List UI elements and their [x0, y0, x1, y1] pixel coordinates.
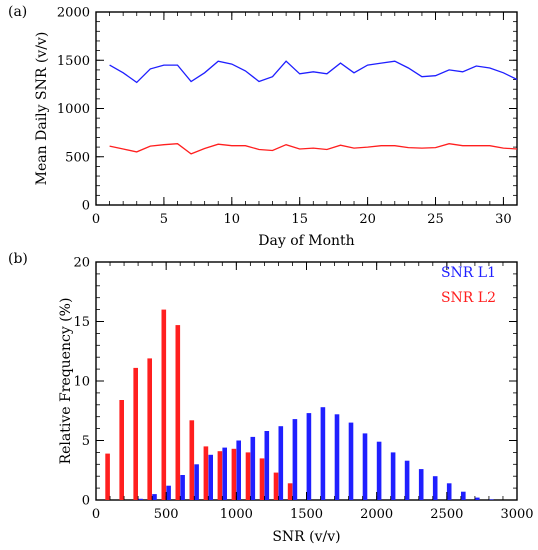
x-tick-label: 25	[427, 212, 444, 227]
bar-snr-l2	[259, 458, 265, 500]
bar-snr-l2	[287, 483, 293, 500]
x-tick-label: 3000	[500, 507, 533, 522]
x-tick-label: 1500	[290, 507, 323, 522]
panel-b-label: (b)	[8, 251, 28, 267]
bar-snr-l1	[334, 414, 340, 500]
plot-frame-a	[95, 11, 518, 206]
y-tick-label: 1000	[57, 102, 90, 117]
bar-snr-l2	[105, 453, 110, 500]
x-tick-label: 30	[495, 212, 512, 227]
bar-snr-l1	[306, 413, 312, 500]
panel-a-label: (a)	[8, 4, 27, 20]
x-axis-label-a: Day of Month	[258, 233, 354, 249]
bar-snr-l1	[194, 464, 199, 500]
bar-snr-l1	[475, 497, 480, 500]
y-tick-label: 20	[73, 256, 90, 271]
bar-snr-l1	[489, 499, 494, 500]
bar-snr-l1	[404, 460, 410, 500]
bar-snr-l1	[222, 447, 227, 500]
x-axis-label-b: SNR (v/v)	[272, 529, 340, 545]
bar-snr-l2	[119, 400, 124, 500]
bar-snr-l1	[236, 440, 241, 500]
bar-snr-l1	[446, 483, 452, 500]
bar-snr-l2	[147, 358, 152, 500]
y-tick-label: 5	[82, 434, 90, 449]
bar-snr-l1	[208, 454, 213, 500]
y-tick-label: 2000	[57, 6, 90, 21]
bar-snr-l1	[138, 498, 143, 500]
bar-snr-l1	[152, 494, 157, 500]
bar-snr-l2	[203, 446, 209, 500]
legend-snr-l1: SNR L1	[441, 265, 496, 281]
bar-snr-l2	[133, 367, 138, 500]
series-line-l1	[109, 60, 518, 84]
bar-snr-l2	[245, 452, 251, 500]
line-chart-panel-a: (a) 0 5 10 15 20 25 30 0 500 1000 1500 2000 Day of …	[8, 4, 518, 249]
bar-snr-l1	[418, 469, 424, 500]
bar-snr-l1	[278, 426, 284, 500]
x-tick-label: 10	[224, 212, 241, 227]
x-tick-label: 2500	[430, 507, 463, 522]
bar-snr-l1	[180, 475, 185, 500]
y-tick-label: 0	[82, 199, 90, 214]
x-tick-label: 2000	[360, 507, 393, 522]
y-tick-label: 0	[82, 494, 90, 509]
x-tick-label: 500	[154, 507, 179, 522]
bar-snr-l2	[175, 325, 181, 500]
bar-snr-l2	[161, 309, 167, 500]
bar-snr-l1	[390, 452, 396, 500]
x-tick-label: 1000	[220, 507, 253, 522]
series-line-l2	[109, 143, 518, 155]
bar-snr-l2	[231, 448, 237, 500]
x-tick-label: 0	[92, 507, 100, 522]
series-lines-a	[109, 60, 518, 155]
y-tick-label: 1500	[57, 54, 90, 69]
y-tick-label: 500	[65, 150, 90, 165]
bar-snr-l1	[166, 485, 171, 500]
bar-snr-l1	[320, 407, 326, 500]
bar-snr-l1	[461, 491, 466, 500]
bar-snr-l1	[362, 433, 368, 500]
y-tick-label: 10	[73, 375, 90, 390]
x-tick-label: 15	[291, 212, 308, 227]
bar-snr-l1	[432, 476, 438, 500]
bar-snr-l1	[264, 431, 270, 500]
bar-snr-l1	[376, 441, 382, 500]
x-tick-label: 5	[160, 212, 168, 227]
x-tick-label: 20	[359, 212, 376, 227]
bar-snr-l2	[273, 472, 279, 500]
bar-snr-l1	[250, 436, 256, 500]
ticks-a: 0 5 10 15 20 25 30 0 500 1000 1500 2000	[57, 6, 518, 227]
bar-snr-l2	[189, 420, 195, 500]
bar-snr-l2	[217, 451, 223, 500]
bar-chart-panel-b: (b) 0 500 1000 1500 2000 2500 3000 0 5 10 15 20 SNR…	[8, 251, 534, 545]
y-axis-label-b: Relative Frequency (%)	[58, 298, 74, 465]
y-axis-label-a: Mean Daily SNR (v/v)	[34, 32, 50, 186]
y-tick-label: 15	[73, 315, 90, 330]
legend-snr-l2: SNR L2	[441, 290, 496, 306]
bar-snr-l1	[292, 419, 298, 500]
ticks-b: 0 500 1000 1500 2000 2500 3000 0 5 10 15 20	[73, 256, 533, 523]
bar-snr-l1	[348, 422, 354, 500]
bars-b	[105, 309, 494, 500]
x-tick-label: 0	[92, 212, 100, 227]
